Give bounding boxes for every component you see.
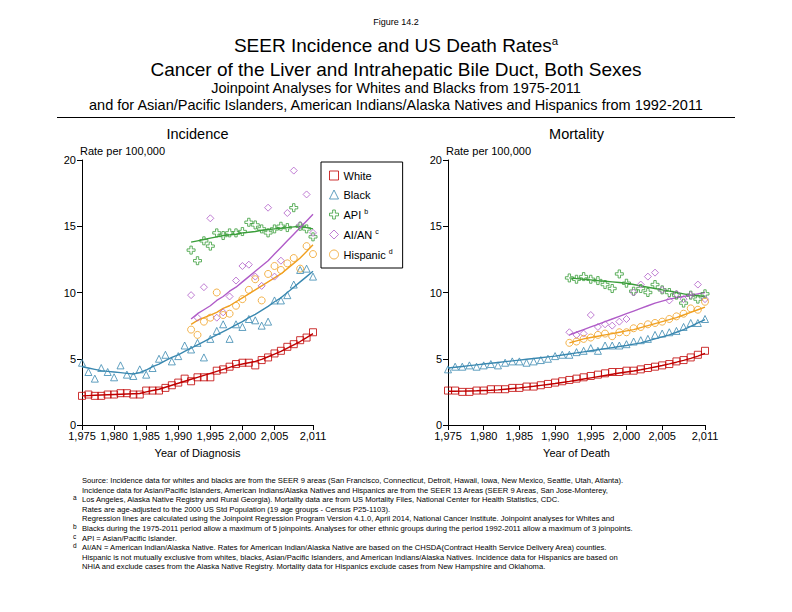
svg-text:1,975: 1,975 bbox=[434, 430, 462, 442]
svg-text:10: 10 bbox=[64, 287, 76, 299]
html-text:and for Asian/Pacific Islander: and for Asian/Pacific Islanders, America… bbox=[89, 97, 703, 113]
svg-text:1,985: 1,985 bbox=[132, 430, 160, 442]
svg-text:1,990: 1,990 bbox=[541, 430, 569, 442]
svg-text:10: 10 bbox=[430, 287, 442, 299]
svg-text:20: 20 bbox=[64, 154, 76, 166]
html-text:API = Asian/Pacific Islander.: API = Asian/Pacific Islander. bbox=[82, 533, 177, 543]
svg-text:1,995: 1,995 bbox=[197, 430, 225, 442]
svg-text:API: API bbox=[344, 209, 365, 221]
svg-text:Year of Diagnosis: Year of Diagnosis bbox=[155, 447, 241, 459]
html-text:Incidence data for Asian/Pacif: Incidence data for Asian/Pacific Islande… bbox=[82, 485, 608, 495]
svg-text:2,011: 2,011 bbox=[692, 430, 719, 442]
html-text:SEER Incidence and US Death Ra: SEER Incidence and US Death Ratesa bbox=[233, 35, 559, 57]
svg-text:0: 0 bbox=[435, 419, 442, 431]
svg-text:1,980: 1,980 bbox=[470, 430, 498, 442]
svg-text:2,000: 2,000 bbox=[229, 430, 257, 442]
svg-text:Black: Black bbox=[344, 189, 371, 201]
svg-text:20: 20 bbox=[430, 154, 442, 166]
svg-text:Incidence: Incidence bbox=[166, 126, 228, 142]
svg-text:b: b bbox=[364, 208, 368, 215]
html-text:a: a bbox=[73, 494, 77, 502]
svg-text:c: c bbox=[375, 228, 379, 235]
svg-text:Hispanic: Hispanic bbox=[344, 249, 389, 261]
html-text:Los Angeles, Alaska Native Reg: Los Angeles, Alaska Native Registry and … bbox=[82, 495, 560, 505]
svg-text:Rate per 100,000: Rate per 100,000 bbox=[446, 145, 531, 157]
svg-text:Mortality: Mortality bbox=[549, 126, 605, 142]
html-text:b: b bbox=[73, 523, 77, 530]
html-text:d: d bbox=[73, 542, 77, 550]
svg-text:AI/AN: AI/AN bbox=[344, 229, 376, 241]
svg-text:15: 15 bbox=[64, 220, 76, 232]
svg-text:2,000: 2,000 bbox=[613, 430, 641, 442]
svg-text:2,005: 2,005 bbox=[648, 430, 676, 442]
html-text:Figure 14.2: Figure 14.2 bbox=[373, 17, 419, 27]
html-text:c: c bbox=[73, 532, 77, 540]
html-text:AI/AN = American Indian/Alaska: AI/AN = American Indian/Alaska Native. R… bbox=[82, 543, 607, 553]
svg-text:5: 5 bbox=[70, 353, 76, 365]
html-text:Hispanic is not mutually exclu: Hispanic is not mutually exclusive from … bbox=[82, 552, 618, 562]
svg-text:1,995: 1,995 bbox=[577, 430, 605, 442]
svg-text:2,011: 2,011 bbox=[300, 430, 327, 442]
svg-text:1,975: 1,975 bbox=[68, 430, 96, 442]
html-text:Cancer of the Liver and Intrah: Cancer of the Liver and Intrahepatic Bil… bbox=[150, 59, 642, 80]
svg-text:0: 0 bbox=[69, 419, 76, 431]
svg-text:1,990: 1,990 bbox=[164, 430, 192, 442]
html-text:Joinpoint Analyses for Whites: Joinpoint Analyses for Whites and Blacks… bbox=[211, 80, 581, 96]
html-text:Regression lines are calculate: Regression lines are calculated using th… bbox=[82, 514, 615, 524]
html-text:NHIA and exclude cases from th: NHIA and exclude cases from the Alaska N… bbox=[82, 562, 546, 572]
svg-text:1,985: 1,985 bbox=[506, 430, 534, 442]
svg-text:2,005: 2,005 bbox=[261, 430, 289, 442]
svg-text:White: White bbox=[344, 170, 372, 182]
svg-text:15: 15 bbox=[430, 220, 442, 232]
html-text:Blacks during the 1975-2011 pe: Blacks during the 1975-2011 period allow… bbox=[82, 524, 633, 533]
html-text:Source: Incidence data for whi: Source: Incidence data for whites and bl… bbox=[82, 476, 624, 485]
html-text:Rates are age-adjusted to the: Rates are age-adjusted to the 2000 US St… bbox=[82, 504, 390, 514]
svg-text:Rate per 100,000: Rate per 100,000 bbox=[80, 145, 165, 157]
svg-text:5: 5 bbox=[436, 353, 442, 365]
svg-text:1,980: 1,980 bbox=[100, 430, 128, 442]
svg-text:Year of Death: Year of Death bbox=[543, 447, 610, 459]
svg-text:d: d bbox=[389, 248, 393, 255]
